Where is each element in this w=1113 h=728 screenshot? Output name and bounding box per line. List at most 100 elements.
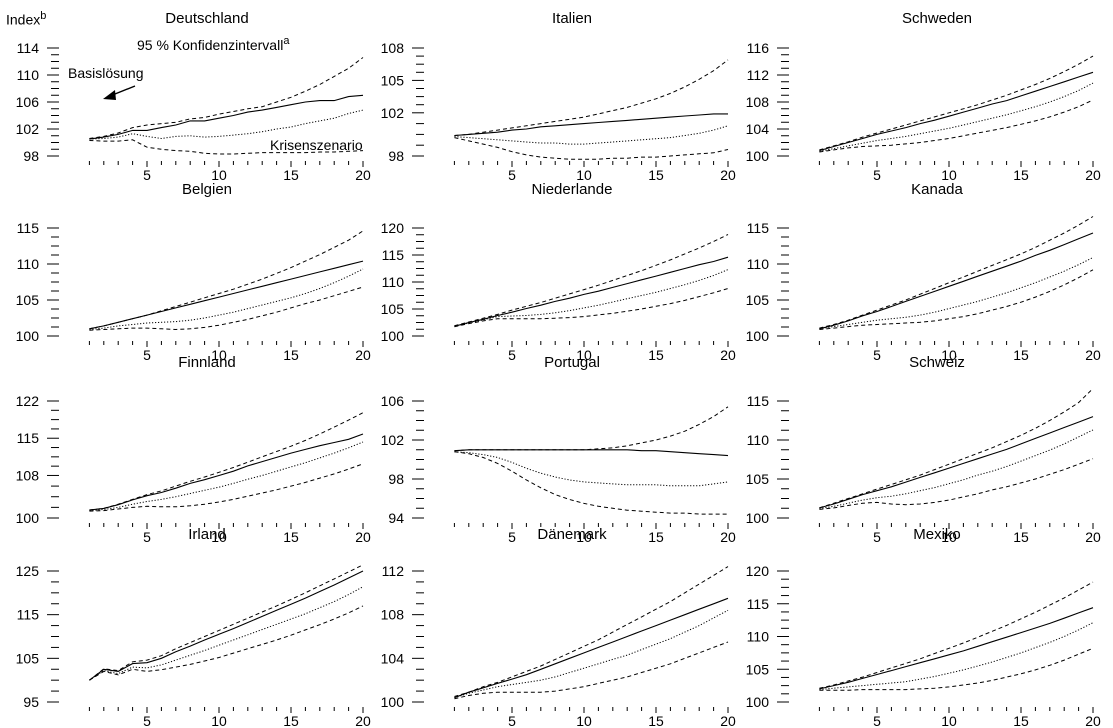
y-tick-label: 115 bbox=[382, 247, 405, 263]
y-tick-label: 105 bbox=[381, 301, 405, 317]
x-tick-label: 10 bbox=[211, 347, 227, 363]
y-tick-label: 98 bbox=[23, 148, 39, 164]
crisis-series bbox=[454, 269, 729, 327]
panel-svg: Italien 98 102 105 108 5 10 15 20 bbox=[381, 10, 736, 183]
panel-svg: Schweden 100 104 108 112 116 5 10 15 20 bbox=[746, 10, 1101, 183]
x-tick-label: 20 bbox=[1085, 167, 1101, 183]
x-tick-label: 20 bbox=[1085, 529, 1101, 545]
band-lower-series bbox=[819, 99, 1094, 153]
x-tick-label: 5 bbox=[143, 347, 151, 363]
y-tick-label: 100 bbox=[746, 328, 770, 344]
x-tick-label: 15 bbox=[1013, 347, 1029, 363]
baseline-series bbox=[89, 570, 364, 681]
x-tick-label: 20 bbox=[720, 529, 736, 545]
x-tick-label: 10 bbox=[211, 529, 227, 545]
band-lower-series bbox=[454, 451, 728, 515]
x-tick-label: 10 bbox=[576, 347, 592, 363]
y-tick-label: 104 bbox=[381, 650, 405, 666]
panel-title: Schweden bbox=[902, 10, 972, 27]
panel-title: Portugal bbox=[544, 354, 600, 371]
panel-finnland: Finnland 100 108 115 122 5 10 15 20 bbox=[0, 352, 371, 545]
y-tick-label: 98 bbox=[388, 148, 404, 164]
y-tick-label: 108 bbox=[746, 94, 770, 110]
baseline-series bbox=[454, 113, 728, 137]
panel-svg: Deutschland 98 102 106 110 114 5 10 15 20 95 % Kon… bbox=[16, 10, 371, 183]
panel-portugal: Portugal 94 98 102 106 5 10 15 20 bbox=[365, 352, 736, 545]
x-tick-label: 20 bbox=[355, 167, 371, 183]
y-tick-label: 110 bbox=[747, 432, 770, 448]
y-tick-label: 110 bbox=[747, 256, 770, 272]
crisis-series bbox=[89, 268, 364, 330]
y-tick-label: 100 bbox=[746, 510, 770, 526]
crisis-series bbox=[89, 109, 364, 140]
x-tick-label: 5 bbox=[508, 347, 516, 363]
x-tick-label: 10 bbox=[211, 167, 227, 183]
baseline-annotation: Basislösung bbox=[68, 65, 144, 81]
x-tick-label: 10 bbox=[941, 529, 957, 545]
baseline-series bbox=[819, 71, 1094, 152]
y-tick-label: 115 bbox=[17, 430, 40, 446]
band-upper-series bbox=[454, 234, 729, 327]
x-tick-label: 15 bbox=[1013, 713, 1029, 728]
x-tick-label: 5 bbox=[143, 529, 151, 545]
y-tick-label: 108 bbox=[16, 467, 40, 483]
crisis-series bbox=[454, 609, 729, 699]
crisis-series bbox=[454, 451, 729, 487]
baseline-arrow-icon bbox=[103, 90, 116, 100]
x-tick-label: 15 bbox=[283, 713, 299, 728]
panel-title: Deutschland bbox=[165, 10, 248, 27]
baseline-series bbox=[819, 607, 1094, 690]
x-tick-label: 5 bbox=[873, 167, 881, 183]
panel-schweden: Schweden 100 104 108 112 116 5 10 15 20 bbox=[730, 8, 1101, 183]
y-tick-label: 106 bbox=[16, 94, 40, 110]
x-tick-label: 5 bbox=[508, 167, 516, 183]
band-upper-series bbox=[819, 388, 1094, 509]
y-tick-label: 102 bbox=[381, 432, 405, 448]
y-tick-label: 114 bbox=[17, 40, 40, 56]
y-tick-label: 115 bbox=[17, 607, 40, 623]
band-annotation: 95 % Konfidenzintervalla bbox=[137, 35, 290, 53]
panel-title: Kanada bbox=[911, 181, 963, 198]
x-tick-label: 5 bbox=[873, 347, 881, 363]
baseline-series bbox=[819, 232, 1094, 330]
band-upper-series bbox=[454, 566, 729, 697]
band-lower-series bbox=[454, 641, 729, 700]
y-tick-label: 110 bbox=[17, 67, 40, 83]
x-tick-label: 20 bbox=[720, 713, 736, 728]
y-tick-label: 112 bbox=[382, 563, 405, 579]
baseline-series bbox=[89, 433, 364, 511]
baseline-series bbox=[454, 597, 729, 699]
band-lower-series bbox=[89, 139, 364, 155]
panel-title: Schweiz bbox=[909, 354, 965, 371]
y-tick-label: 105 bbox=[746, 471, 770, 487]
band-lower-series bbox=[89, 605, 364, 681]
y-tick-label: 110 bbox=[17, 256, 40, 272]
y-tick-label: 116 bbox=[747, 40, 770, 56]
crisis-series bbox=[819, 82, 1094, 152]
y-tick-label: 105 bbox=[16, 292, 40, 308]
panel-title: Niederlande bbox=[532, 181, 613, 198]
x-tick-label: 10 bbox=[941, 167, 957, 183]
panel-svg: Niederlande 100 105 110 115 120 5 10 15 20 bbox=[381, 181, 736, 363]
x-tick-label: 15 bbox=[283, 167, 299, 183]
y-tick-label: 110 bbox=[382, 274, 405, 290]
crisis-annotation: Krisenszenario bbox=[270, 137, 363, 153]
panel-svg: Belgien 100 105 110 115 5 10 15 20 bbox=[16, 181, 371, 363]
crisis-series bbox=[89, 441, 364, 512]
x-tick-label: 10 bbox=[941, 347, 957, 363]
panel-italien: Italien 98 102 105 108 5 10 15 20 bbox=[365, 8, 736, 183]
crisis-series bbox=[454, 125, 729, 145]
x-tick-label: 15 bbox=[1013, 529, 1029, 545]
panel-title: Belgien bbox=[182, 181, 232, 198]
band-lower-series bbox=[819, 458, 1094, 510]
panel-title: Italien bbox=[552, 10, 592, 27]
x-tick-label: 15 bbox=[1013, 167, 1029, 183]
crisis-series bbox=[89, 586, 364, 681]
crisis-series bbox=[819, 429, 1094, 510]
x-tick-label: 5 bbox=[508, 713, 516, 728]
x-tick-label: 10 bbox=[211, 713, 227, 728]
crisis-series bbox=[819, 257, 1094, 330]
